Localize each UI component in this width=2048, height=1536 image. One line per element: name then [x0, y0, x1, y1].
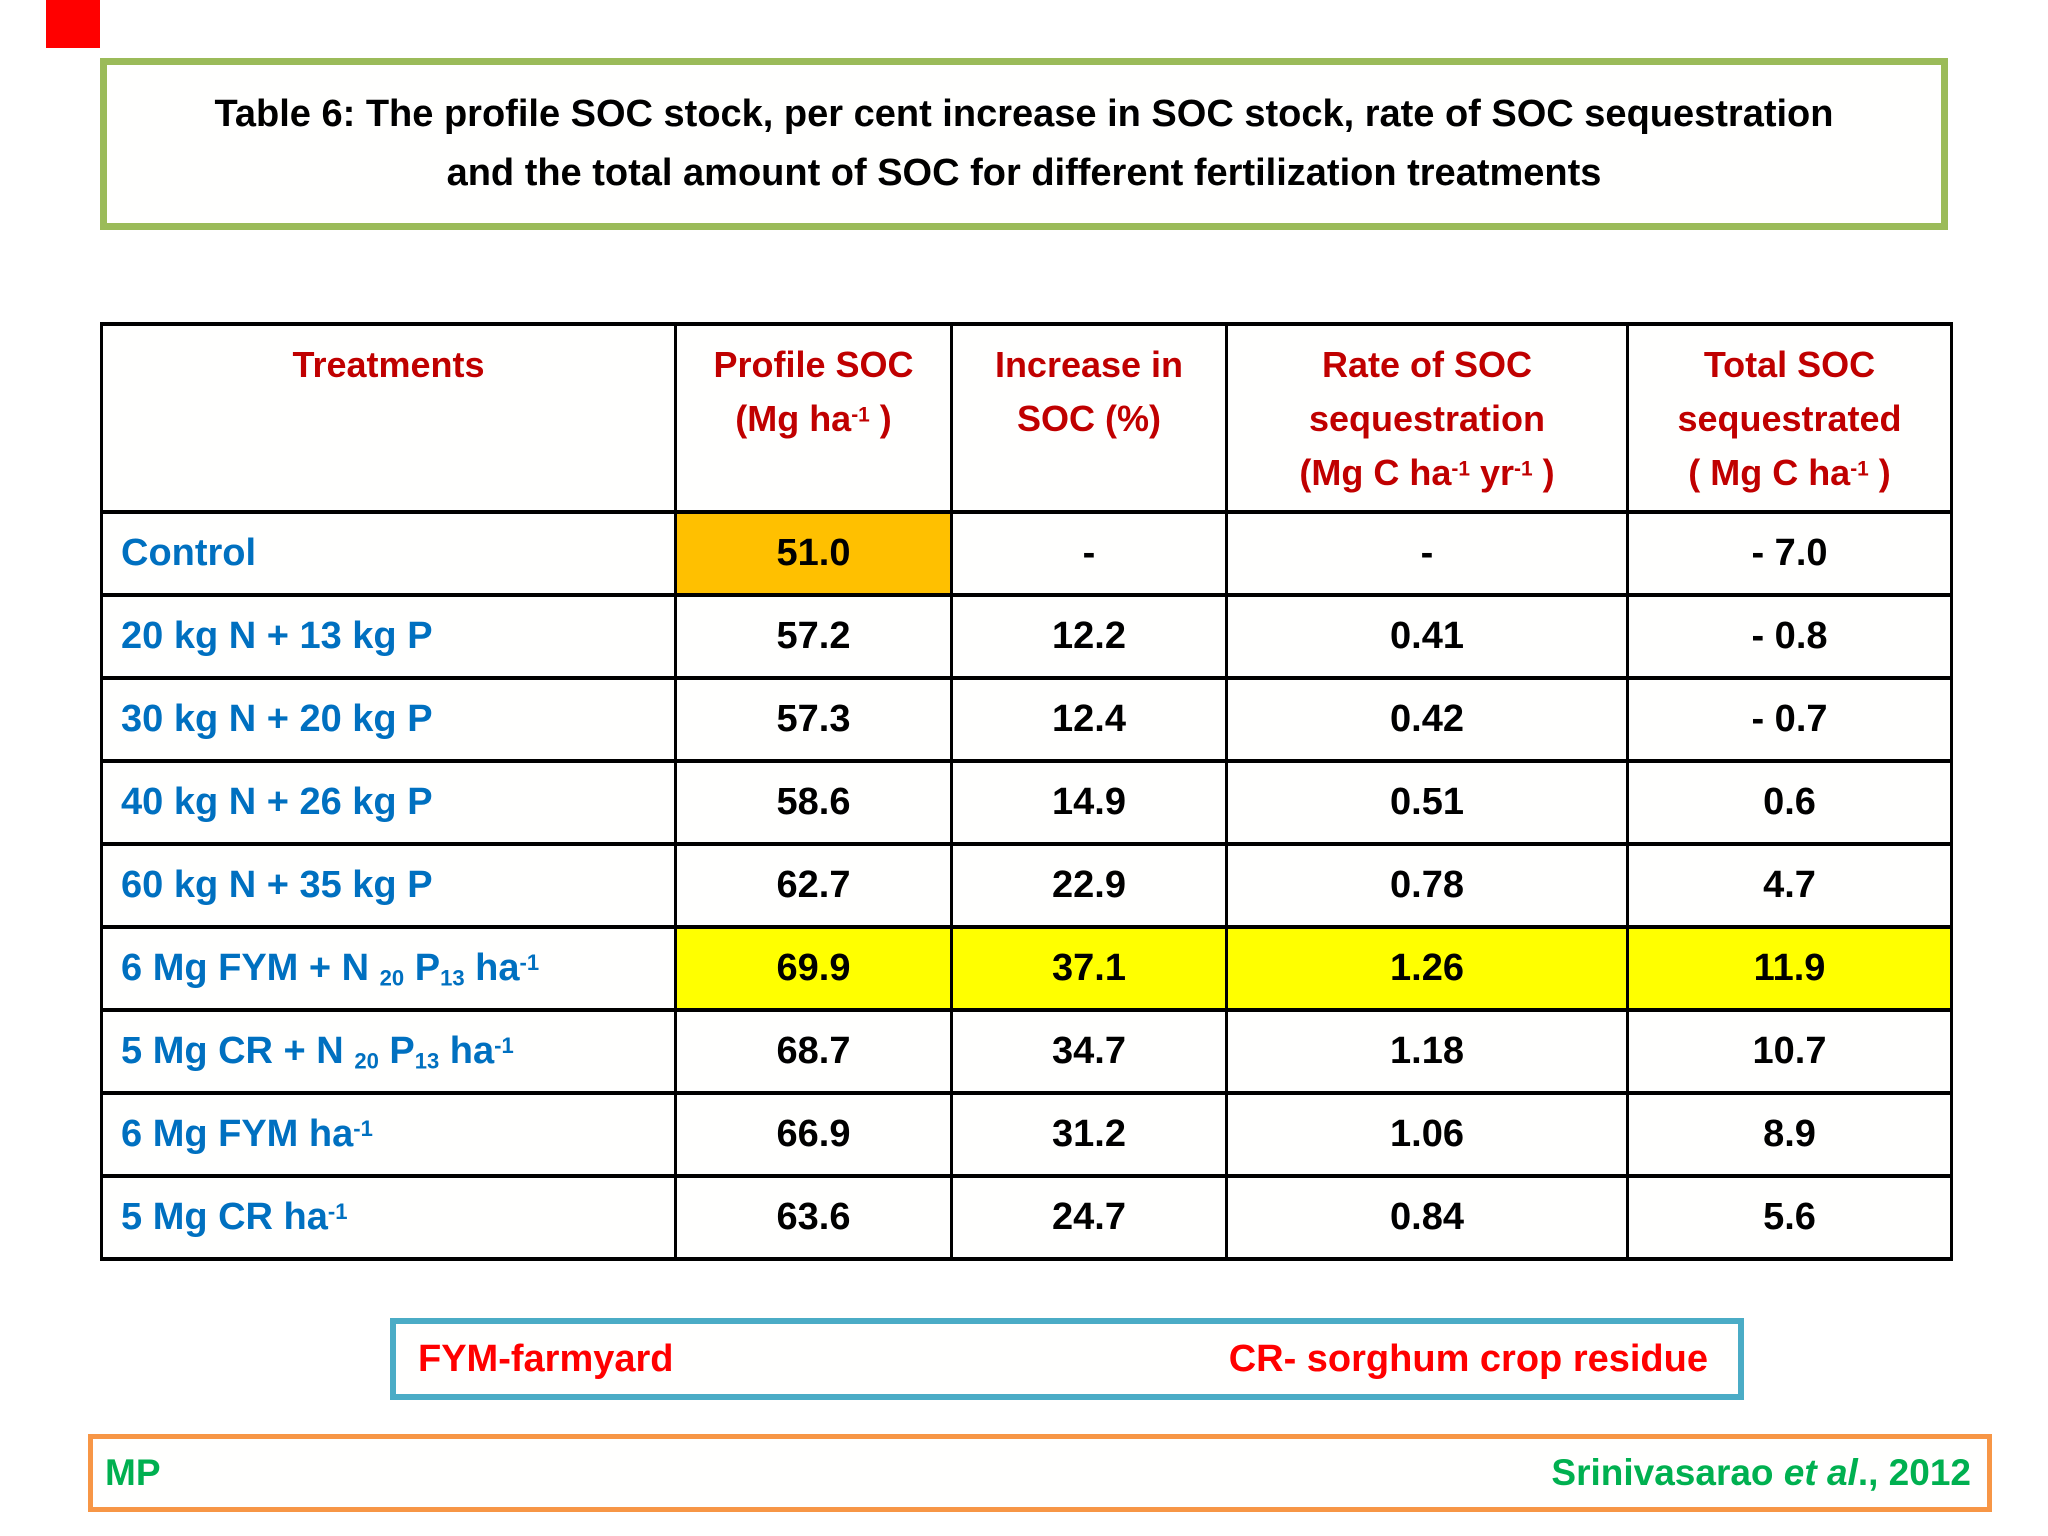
value-cell: 0.51	[1225, 759, 1629, 846]
legend-box: FYM-farmyard CR- sorghum crop residue	[390, 1318, 1744, 1400]
value-cell: 1.06	[1225, 1091, 1629, 1178]
table-row: 5 Mg CR + N 20 P13 ha-1 68.7 34.7 1.18 10.7	[100, 1008, 1953, 1095]
value-cell: 51.0	[674, 510, 953, 597]
value-cell: 0.78	[1225, 842, 1629, 929]
header-cell: Rate of SOC sequestration (Mg C ha-1 yr-1 …	[1225, 322, 1629, 514]
table-row: Control 51.0- - - 7.0	[100, 510, 1953, 597]
value-cell: 12.2	[950, 593, 1228, 680]
header-cell: Treatments	[100, 322, 677, 514]
treatment-cell: 6 Mg FYM ha-1	[100, 1091, 677, 1178]
value-cell: 63.6	[674, 1174, 953, 1261]
value-cell: 4.7	[1626, 842, 1953, 929]
value-cell: 5.6	[1626, 1174, 1953, 1261]
value-cell: 0.6	[1626, 759, 1953, 846]
treatment-cell: 5 Mg CR + N 20 P13 ha-1	[100, 1008, 677, 1095]
value-cell: 37.1	[950, 925, 1228, 1012]
value-cell: 57.2	[674, 593, 953, 680]
table-row: 6 Mg FYM + N 20 P13 ha-1 69.9 37.1 1.26 11.9	[100, 925, 1953, 1012]
value-cell: 31.2	[950, 1091, 1228, 1178]
treatment-cell: 6 Mg FYM + N 20 P13 ha-1	[100, 925, 677, 1012]
value-cell: 57.3	[674, 676, 953, 763]
treatment-cell: Control	[100, 510, 677, 597]
red-corner-mark	[46, 0, 100, 48]
table-row: 60 kg N + 35 kg P 62.7 22.9 0.78 4.7	[100, 842, 1953, 929]
value-cell: 58.6	[674, 759, 953, 846]
value-cell: 69.9	[674, 925, 953, 1012]
value-cell: -	[1225, 510, 1629, 597]
treatment-cell: 40 kg N + 26 kg P	[100, 759, 677, 846]
treatment-cell: 30 kg N + 20 kg P	[100, 676, 677, 763]
table-row: 20 kg N + 13 kg P 57.2 12.2 0.41- 0.8	[100, 593, 1953, 680]
value-cell: 1.18	[1225, 1008, 1629, 1095]
value-cell: - 0.8	[1626, 593, 1953, 680]
header-cell: Increase in SOC (%)	[950, 322, 1228, 514]
title-line-2: and the total amount of SOC for differen…	[446, 152, 1602, 194]
value-cell: 22.9	[950, 842, 1228, 929]
title-box: Table 6: The profile SOC stock, per cent…	[100, 58, 1948, 230]
value-cell: 0.84	[1225, 1174, 1629, 1261]
value-cell: 0.42	[1225, 676, 1629, 763]
table-header-row: Treatments Profile SOC (Mg ha-1 ) Increase …	[100, 322, 1953, 514]
footer-location-label: MP	[105, 1452, 161, 1493]
value-cell: 12.4	[950, 676, 1228, 763]
value-cell: 8.9	[1626, 1091, 1953, 1178]
value-cell: 24.7	[950, 1174, 1228, 1261]
soc-table: Treatments Profile SOC (Mg ha-1 ) Increase …	[100, 322, 1953, 1261]
value-cell: 10.7	[1626, 1008, 1953, 1095]
treatment-cell: 20 kg N + 13 kg P	[100, 593, 677, 680]
value-cell: 62.7	[674, 842, 953, 929]
treatment-cell: 5 Mg CR ha-1	[100, 1174, 677, 1261]
title-line-1: Table 6: The profile SOC stock, per cent…	[214, 93, 1834, 136]
table-row: 6 Mg FYM ha-1 66.9 31.2 1.06 8.9	[100, 1091, 1953, 1178]
value-cell: 11.9	[1626, 925, 1953, 1012]
value-cell: 68.7	[674, 1008, 953, 1095]
header-cell: Profile SOC (Mg ha-1 )	[674, 322, 953, 514]
value-cell: 1.26	[1225, 925, 1629, 1012]
value-cell: 0.41	[1225, 593, 1629, 680]
value-cell: 66.9	[674, 1091, 953, 1178]
footer-citation: Srinivasarao et al., 2012	[1551, 1452, 1971, 1493]
legend-fym-label: FYM-farmyard	[418, 1337, 674, 1380]
table-row: 40 kg N + 26 kg P 58.6 14.9 0.51 0.6	[100, 759, 1953, 846]
header-cell: Total SOC sequestrated( Mg C ha-1 )	[1626, 322, 1953, 514]
value-cell: 14.9	[950, 759, 1228, 846]
table-row: 30 kg N + 20 kg P 57.3 12.4 0.42- 0.7	[100, 676, 1953, 763]
value-cell: - 0.7	[1626, 676, 1953, 763]
treatment-cell: 60 kg N + 35 kg P	[100, 842, 677, 929]
table-row: 5 Mg CR ha-1 63.6 24.7 0.84 5.6	[100, 1174, 1953, 1261]
footer-box: MP Srinivasarao et al., 2012	[88, 1434, 1992, 1512]
value-cell: -	[950, 510, 1228, 597]
value-cell: - 7.0	[1626, 510, 1953, 597]
legend-cr-label: CR- sorghum crop residue	[1228, 1337, 1708, 1380]
value-cell: 34.7	[950, 1008, 1228, 1095]
